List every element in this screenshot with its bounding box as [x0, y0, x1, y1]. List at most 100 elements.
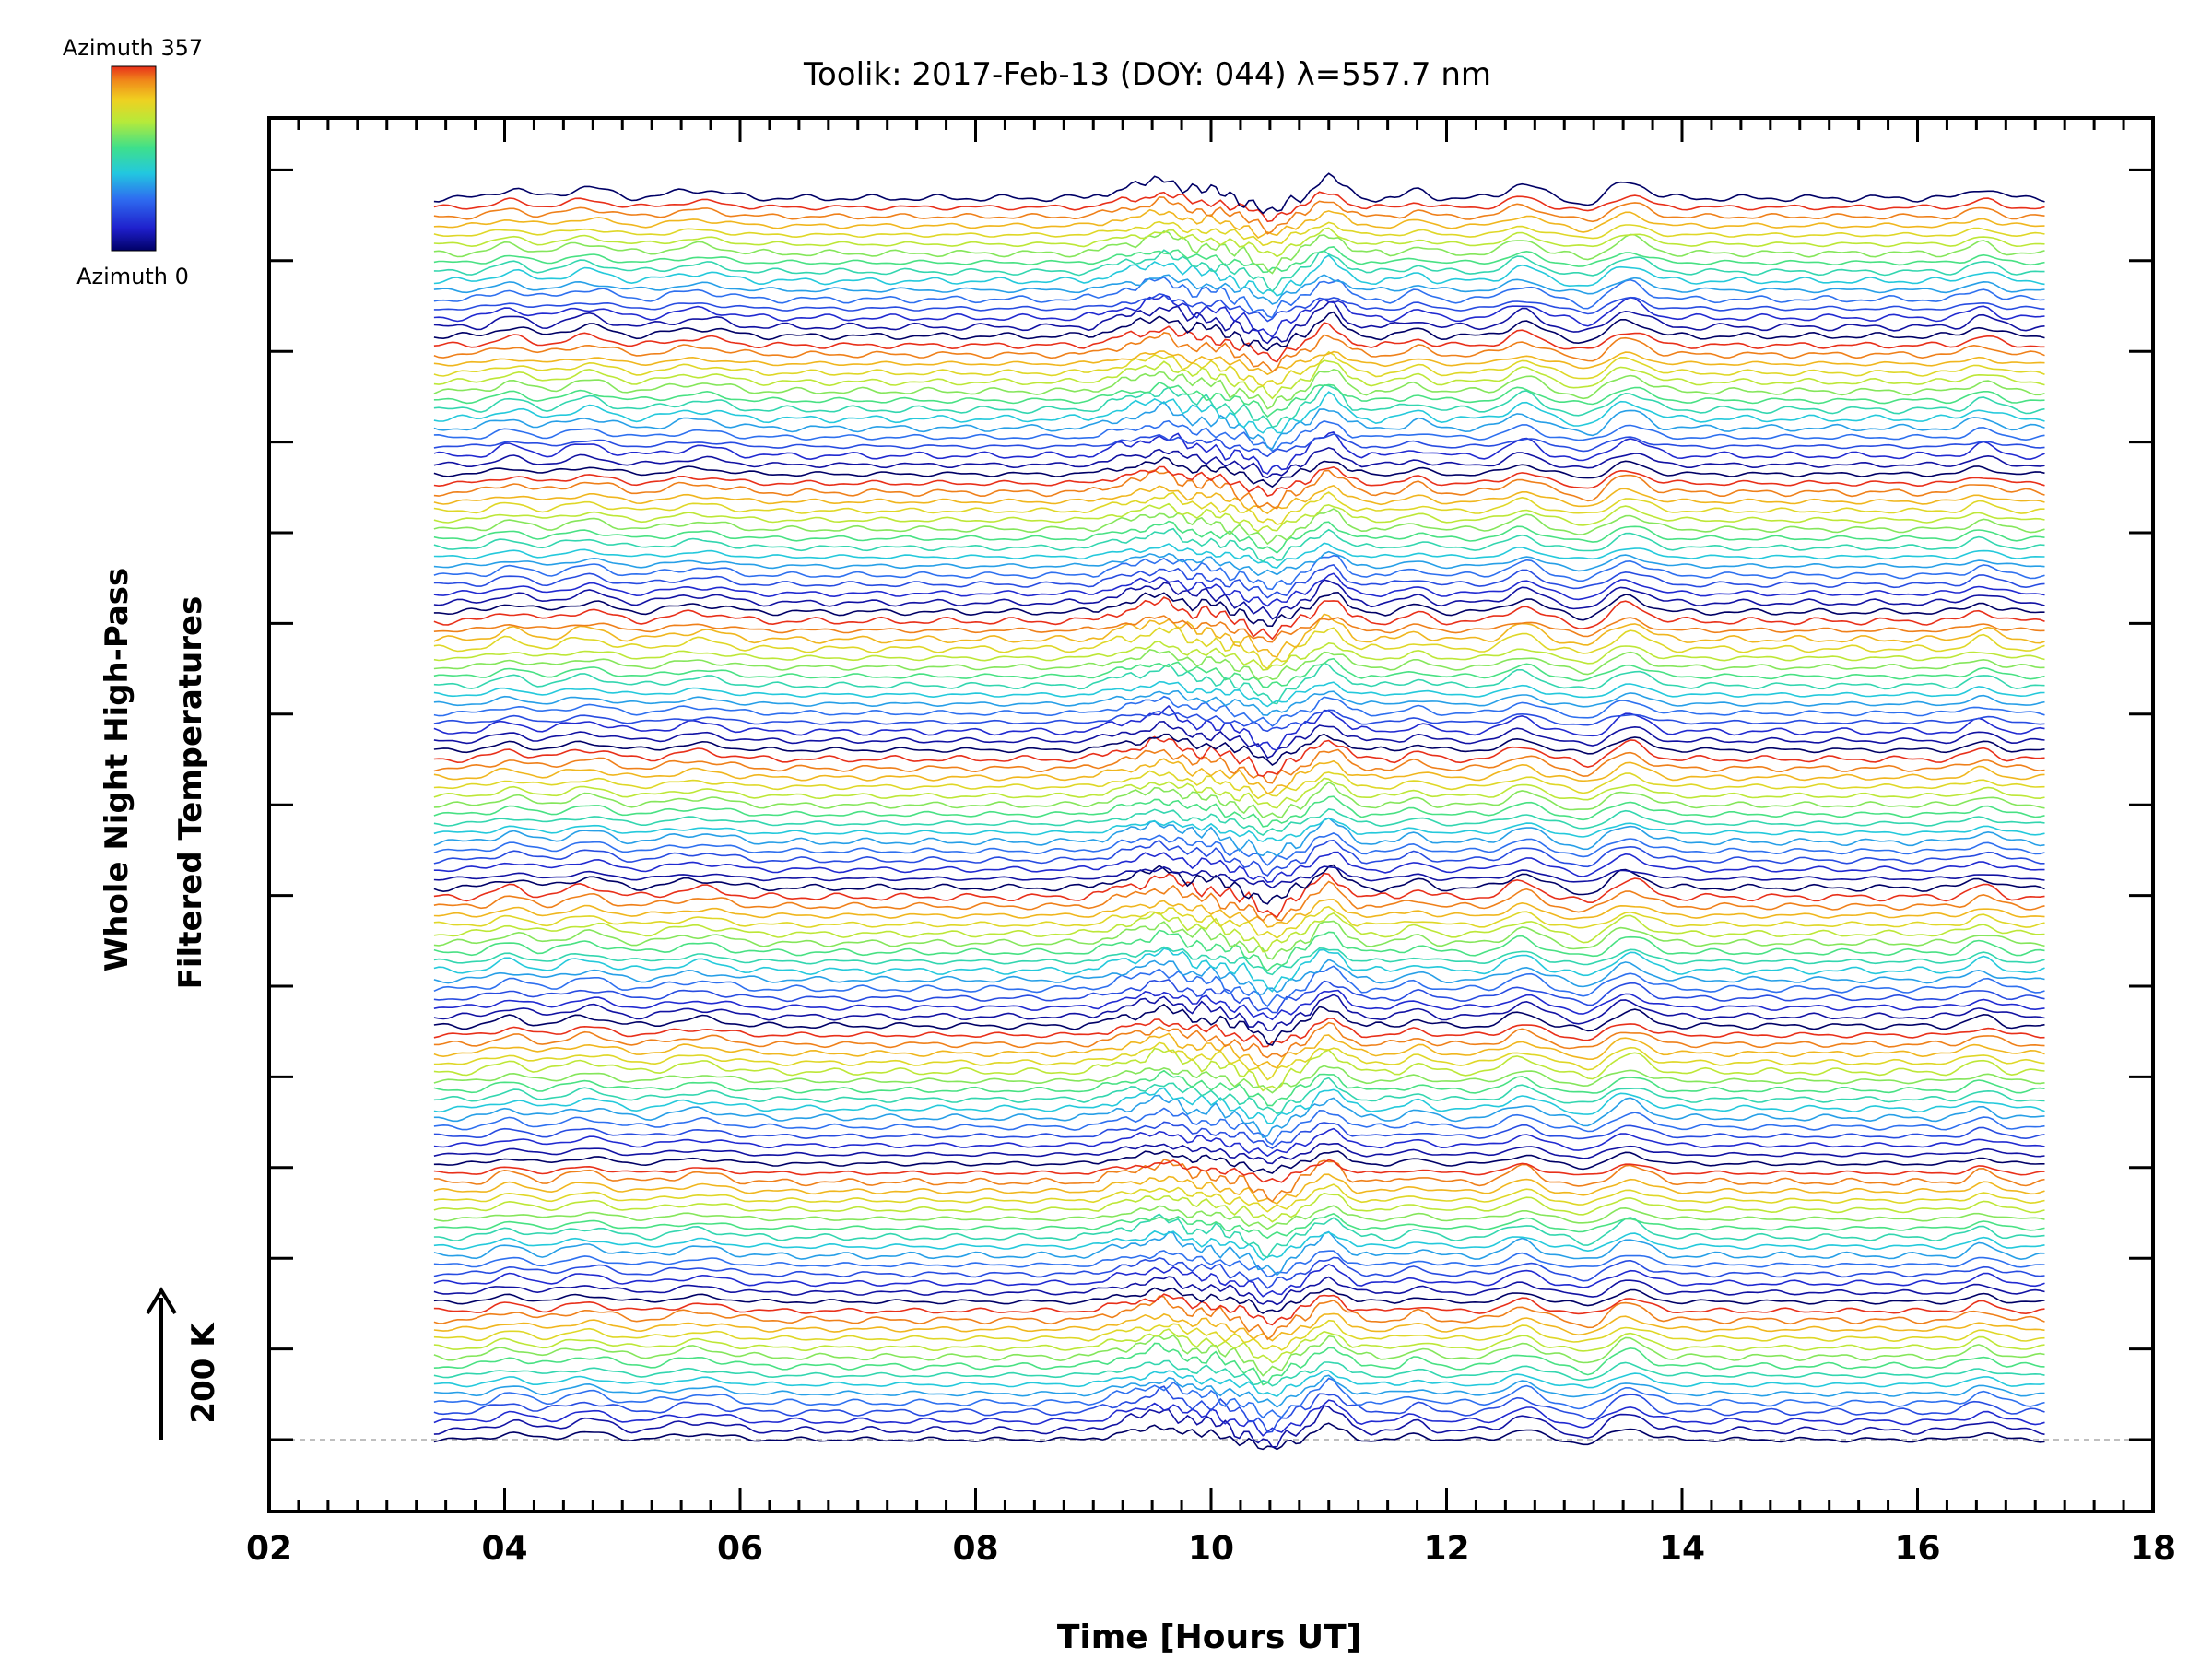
series-line [433, 369, 2045, 410]
series-line [433, 294, 2045, 339]
series-line [433, 1213, 2045, 1259]
series-line [433, 817, 2045, 842]
series-line [433, 657, 2045, 688]
series-line [433, 1328, 2045, 1364]
series-line [433, 640, 2045, 671]
series-line [433, 865, 2045, 889]
series-line [433, 1021, 2045, 1059]
series-line [433, 446, 2045, 479]
series-line [433, 613, 2045, 658]
series-line [433, 433, 2045, 458]
series-line [433, 253, 2045, 297]
series-line [433, 1319, 2045, 1351]
colorbar-gradient [111, 65, 157, 252]
series-line [433, 864, 2045, 905]
colorbar-top-label: Azimuth 357 [63, 35, 203, 61]
x-tick-label: 16 [1894, 1530, 1940, 1568]
series-line [433, 220, 2045, 247]
series-line [433, 391, 2045, 434]
series-line [433, 1264, 2045, 1298]
series-line [433, 832, 2045, 866]
series-line [433, 1159, 2045, 1183]
series-line [433, 1213, 2045, 1240]
series-line [433, 1312, 2045, 1342]
series-line [433, 1150, 2045, 1174]
series-line [433, 1230, 2045, 1277]
series-line [433, 704, 2045, 752]
series-line [433, 274, 2045, 305]
series-line [433, 905, 2045, 939]
series-line [433, 542, 2045, 570]
series-line [433, 777, 2045, 809]
colorbar: Azimuth 357 Azimuth 0 [63, 35, 203, 289]
scale-bar: 200 K [146, 1287, 222, 1440]
x-tick-label: 14 [1659, 1530, 1705, 1568]
series-line [433, 276, 2045, 319]
series-line [433, 431, 2045, 475]
series-line [433, 817, 2045, 858]
series-line [433, 1377, 2045, 1419]
series-line [433, 839, 2045, 877]
x-tick-label: 10 [1188, 1530, 1234, 1568]
series-line [433, 1399, 2045, 1437]
series-line [433, 527, 2045, 563]
series-line [433, 695, 2045, 727]
series-line [433, 946, 2045, 976]
series-line [433, 230, 2045, 275]
series-line [433, 770, 2045, 800]
series-line [433, 1159, 2045, 1203]
x-tick-labels: 02 04 06 08 10 12 14 16 18 [246, 1530, 2176, 1568]
series-line [433, 979, 2045, 1014]
series-line [433, 1276, 2045, 1306]
series-line [433, 564, 2045, 599]
series-line [433, 994, 2045, 1031]
x-tick-label: 04 [481, 1530, 527, 1568]
series-line [433, 1295, 2045, 1341]
series-line [433, 662, 2045, 705]
series-line [433, 246, 2045, 274]
x-tick-label: 12 [1423, 1530, 1469, 1568]
series-line [433, 502, 2045, 533]
series-line [433, 795, 2045, 828]
series-line [433, 332, 2045, 373]
series-line [433, 550, 2045, 577]
series-line [433, 419, 2045, 453]
series-line [433, 1173, 2045, 1205]
series-line [433, 1032, 2045, 1069]
series-line [433, 733, 2045, 767]
y-axis-label-line2: Filtered Temperatures [172, 596, 209, 990]
series-line [433, 322, 2045, 363]
series-line [433, 508, 2045, 546]
series-line [433, 649, 2045, 681]
series-line [433, 208, 2045, 240]
series-line [433, 191, 2045, 223]
series-line [433, 520, 2045, 554]
series-line [433, 350, 2045, 387]
series-line [433, 1142, 2045, 1165]
series-line [433, 748, 2045, 784]
series-line [433, 989, 2045, 1021]
series-line [433, 1003, 2045, 1046]
x-axis-label: Time [Hours UT] [1057, 1618, 1361, 1656]
series-line [433, 1342, 2045, 1386]
series-line [433, 383, 2045, 429]
series-line [433, 554, 2045, 591]
series-line [433, 359, 2045, 400]
series-line [433, 880, 2045, 922]
series-line [433, 1374, 2045, 1408]
series-line [433, 591, 2045, 628]
series-line [433, 720, 2045, 759]
x-tick-label: 08 [952, 1530, 998, 1568]
scale-bar-arrow-head [146, 1287, 177, 1315]
temperature-traces [433, 172, 2045, 1451]
series-line [433, 929, 2045, 972]
series-line [433, 196, 2045, 235]
chart-title: Toolik: 2017-Feb-13 (DOY: 044) λ=557.7 n… [803, 56, 1491, 93]
series-line [433, 381, 2045, 418]
x-tick-label: 06 [717, 1530, 763, 1568]
series-line [433, 1121, 2045, 1149]
series-line [433, 851, 2045, 883]
scale-bar-label: 200 K [185, 1322, 222, 1424]
series-line [433, 920, 2045, 960]
series-line [433, 491, 2045, 525]
